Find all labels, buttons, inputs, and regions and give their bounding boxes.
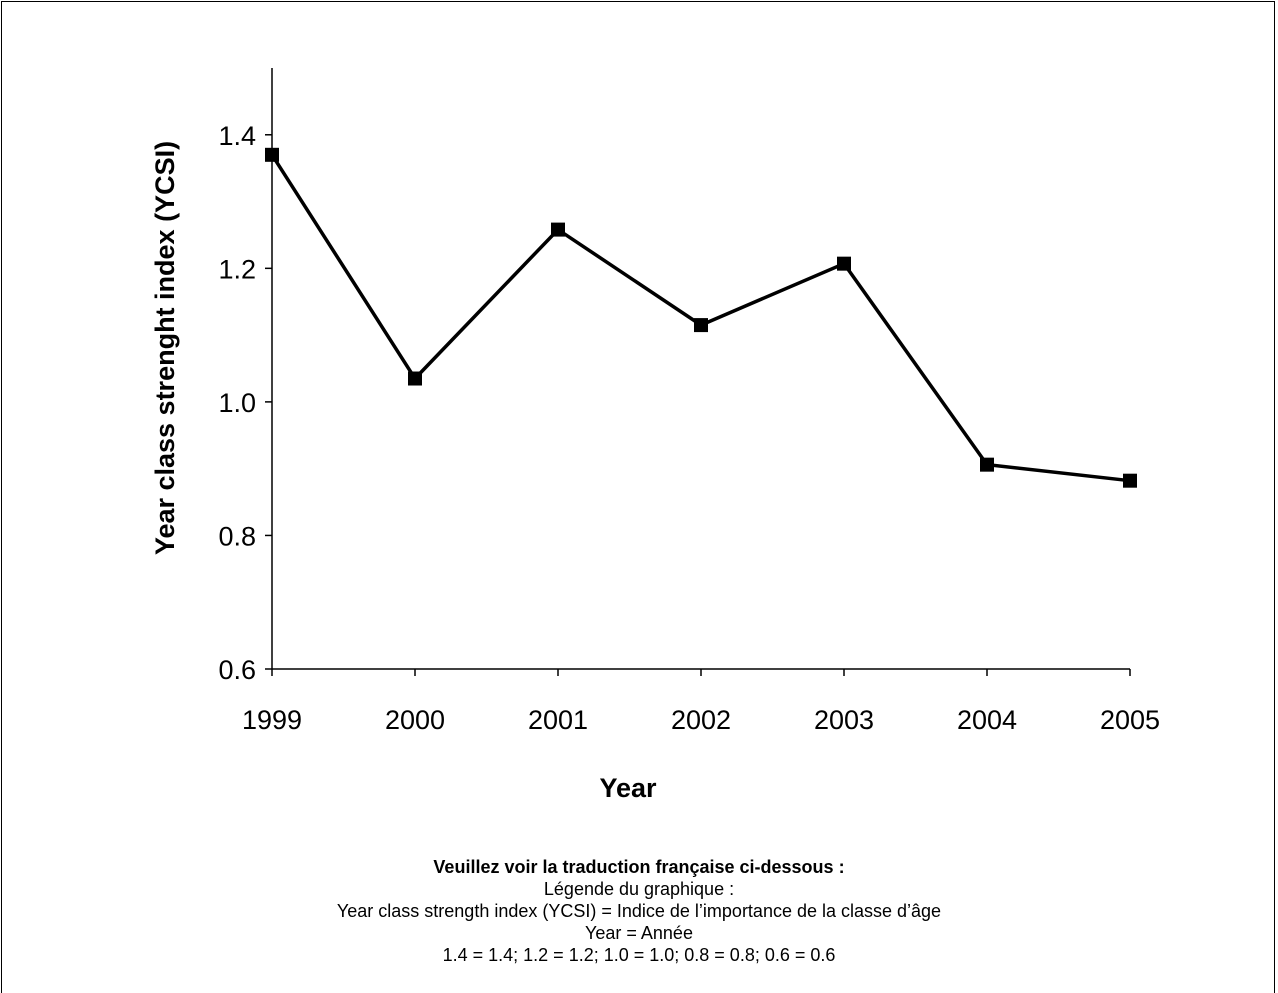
x-tick-label: 2005 [1100,705,1160,735]
data-point-marker [551,223,565,237]
data-point-marker [694,318,708,332]
data-point-marker [408,372,422,386]
x-tick-label: 1999 [242,705,302,735]
y-tick-label: 1.4 [218,121,256,151]
x-axis-title: Year [599,773,657,803]
data-point-marker [980,458,994,472]
caption-line: Year = Année [0,922,1278,944]
x-axis-ticks: 1999 2000 2001 2002 2003 2004 2005 [242,669,1160,735]
axes [272,68,1130,669]
caption-line: Légende du graphique : [0,878,1278,900]
data-point-marker [837,257,851,271]
x-tick-label: 2001 [528,705,588,735]
caption-line: Year class strength index (YCSI) = Indic… [0,900,1278,922]
series-line [272,155,1130,481]
x-tick-label: 2002 [671,705,731,735]
y-axis-title: Year class strenght index (YCSI) [150,141,180,555]
y-axis-ticks: 0.6 0.8 1.0 1.2 1.4 [218,121,272,685]
caption-title: Veuillez voir la traduction française ci… [0,856,1278,878]
y-tick-label: 0.6 [218,655,256,685]
translation-caption: Veuillez voir la traduction française ci… [0,856,1278,966]
x-tick-label: 2004 [957,705,1017,735]
data-point-marker [265,148,279,162]
y-tick-label: 1.2 [218,254,256,284]
x-tick-label: 2000 [385,705,445,735]
y-tick-label: 0.8 [218,521,256,551]
series-group [265,148,1137,488]
y-tick-label: 1.0 [218,388,256,418]
data-point-marker [1123,474,1137,488]
caption-line: 1.4 = 1.4; 1.2 = 1.2; 1.0 = 1.0; 0.8 = 0… [0,944,1278,966]
x-tick-label: 2003 [814,705,874,735]
